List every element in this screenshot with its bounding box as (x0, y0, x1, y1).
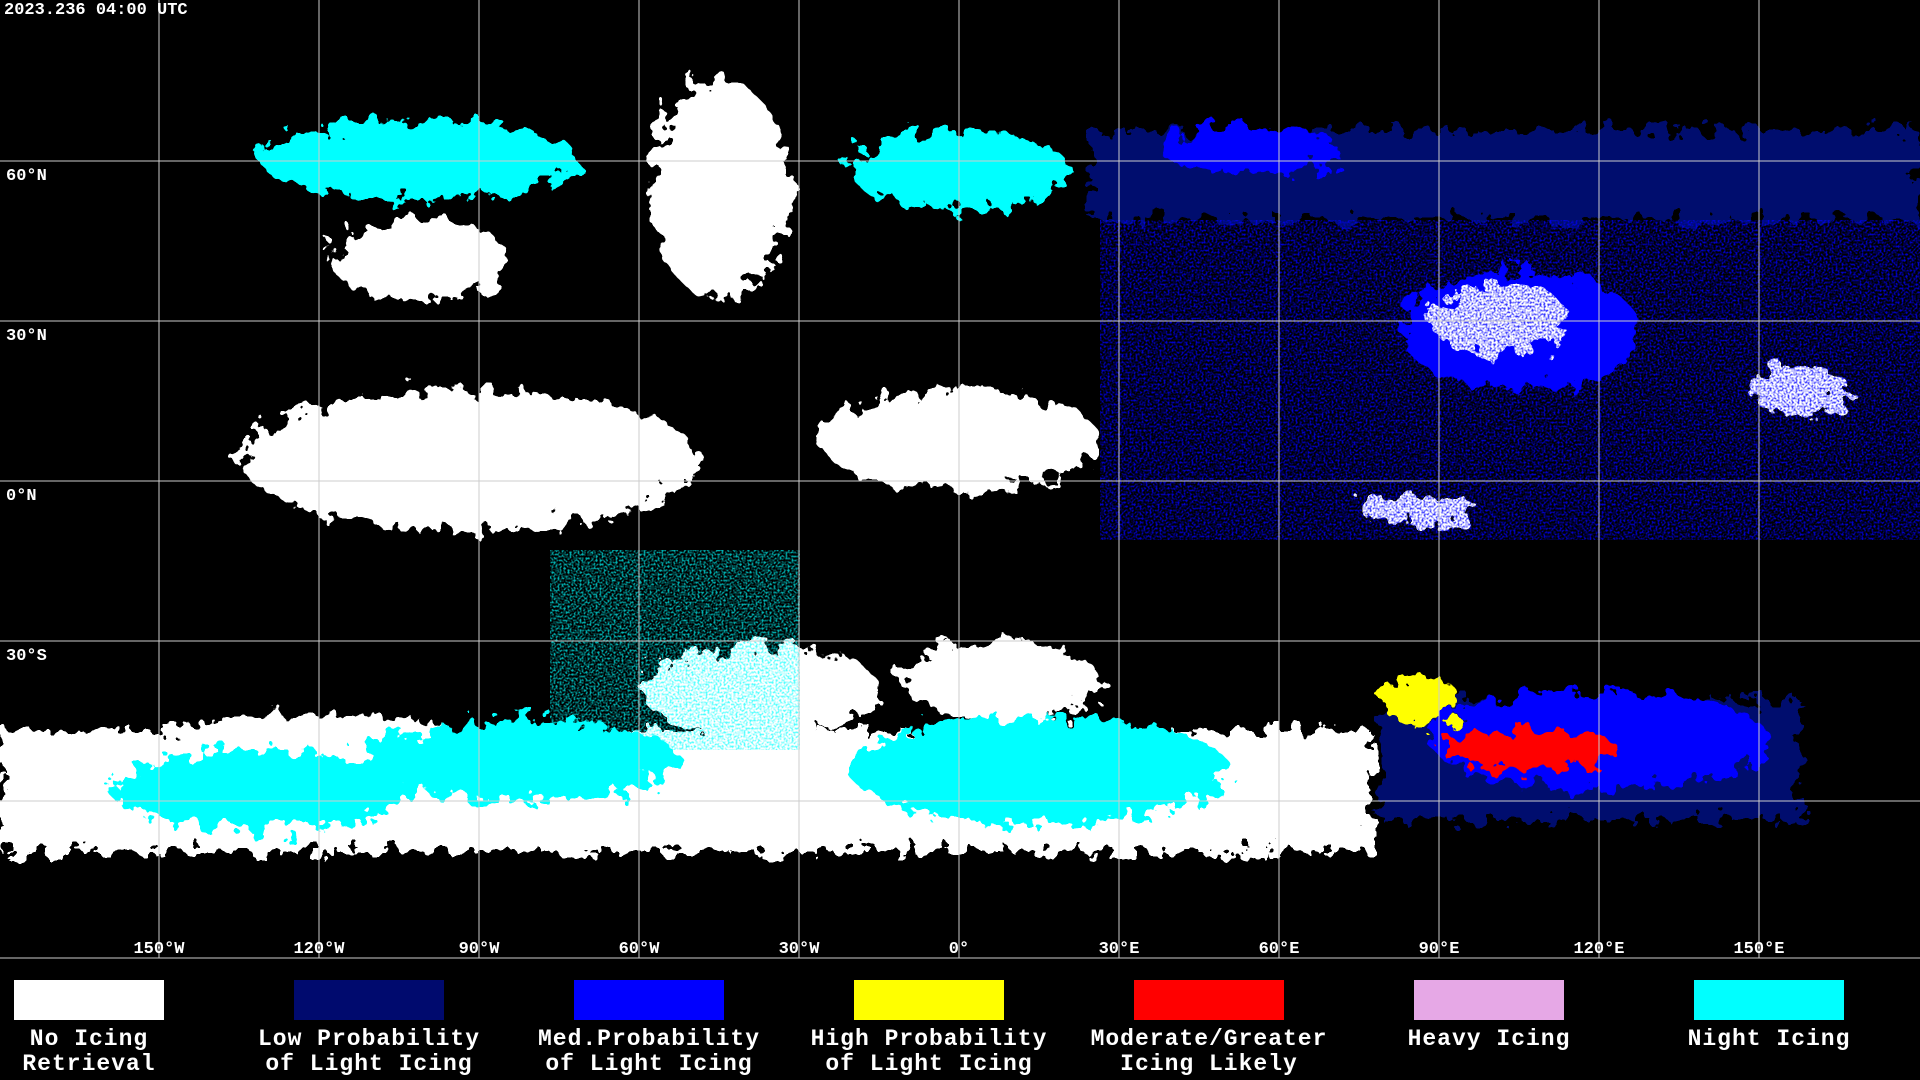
legend-swatch (574, 980, 724, 1020)
cloud (820, 390, 1100, 490)
cloud (650, 80, 790, 300)
latitude-label: 0°N (6, 487, 37, 506)
latitude-label: 60°N (6, 167, 47, 186)
legend-label: of Light Icing (545, 1051, 752, 1077)
longitude-label: 60°E (1259, 940, 1300, 959)
legend-swatch (14, 980, 164, 1020)
legend-label: Night Icing (1688, 1026, 1851, 1052)
cloud (240, 390, 700, 530)
longitude-label: 150°W (133, 940, 185, 959)
cloud (260, 120, 580, 200)
longitude-label: 90°E (1419, 940, 1460, 959)
cloud (110, 750, 410, 830)
longitude-label: 120°W (293, 940, 345, 959)
latitude-label: 30°N (6, 327, 47, 346)
cloud (850, 715, 1230, 825)
cloud (1160, 125, 1340, 175)
latitude-label: 30°S (6, 647, 47, 666)
longitude-label: 60°W (619, 940, 661, 959)
timestamp: 2023.236 04:00 UTC (4, 1, 188, 20)
cloud (850, 130, 1070, 210)
speckle (550, 220, 1920, 750)
graticule (0, 0, 1920, 959)
legend-swatch (294, 980, 444, 1020)
legend-label: Icing Likely (1120, 1051, 1298, 1077)
legend-label: No Icing (30, 1026, 148, 1052)
legend-label: Med.Probability (538, 1026, 760, 1052)
speckle-field (1100, 220, 1920, 540)
cloud (1380, 675, 1460, 725)
legend-swatch (1414, 980, 1564, 1020)
legend-swatch (1694, 980, 1844, 1020)
legend-swatch (1134, 980, 1284, 1020)
speckle-field (550, 550, 800, 750)
longitude-label: 0° (949, 940, 969, 959)
legend-label: of Light Icing (265, 1051, 472, 1077)
longitude-label: 120°E (1573, 940, 1624, 959)
longitude-label: 90°W (459, 940, 501, 959)
longitude-label: 30°E (1099, 940, 1140, 959)
legend-label: High Probability (811, 1026, 1048, 1052)
legend-label: Retrieval (22, 1051, 155, 1077)
cloud (330, 220, 510, 300)
latitude-label: 60°S (6, 807, 47, 826)
cloud (1440, 730, 1620, 770)
legend-label: Moderate/Greater (1091, 1026, 1328, 1052)
longitude-label: 30°W (779, 940, 821, 959)
legend-label: Low Probability (258, 1026, 480, 1052)
legend-swatch (854, 980, 1004, 1020)
longitude-label: 150°E (1733, 940, 1784, 959)
cloud (900, 640, 1100, 720)
legend-label: of Light Icing (825, 1051, 1032, 1077)
legend-label: Heavy Icing (1408, 1026, 1571, 1052)
